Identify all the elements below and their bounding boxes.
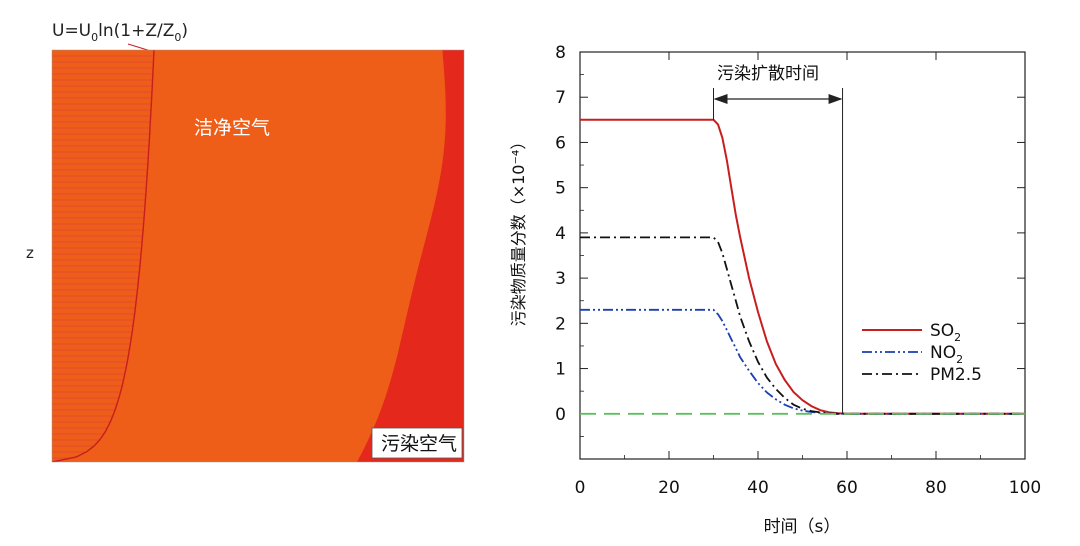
formula-suffix: ) xyxy=(181,21,188,41)
annotation-label: 污染扩散时间 xyxy=(717,64,819,84)
series-line xyxy=(580,308,1025,415)
series-layer xyxy=(580,118,1025,415)
legend-label: SO2 xyxy=(930,321,961,344)
y-tick-label: 8 xyxy=(555,43,566,63)
formula-sub2: 0 xyxy=(174,31,181,44)
formula-label: U=U0ln(1+Z/Z0) xyxy=(52,21,188,44)
x-tick-label: 0 xyxy=(575,478,586,498)
y-tick-label: 7 xyxy=(555,88,566,108)
y-tick-label: 6 xyxy=(555,133,566,153)
annotation-arrow-right-head xyxy=(828,94,843,104)
x-tick-label: 20 xyxy=(658,478,680,498)
x-axis-title: 时间（s） xyxy=(764,517,841,537)
legend-label: NO2 xyxy=(930,343,963,366)
y-tick-label: 4 xyxy=(555,224,566,244)
x-tick-label: 40 xyxy=(747,478,769,498)
y-axis-title: 污染物质量分数（×10⁻⁴） xyxy=(509,134,528,327)
x-tick-label: 80 xyxy=(925,478,947,498)
series-line xyxy=(580,236,1025,415)
contour-field xyxy=(52,50,464,462)
formula-middle: ln(1+Z/Z xyxy=(98,21,174,41)
line-chart: 0 1 2 3 4 5 6 7 8 0 20 40 60 80 100 污染扩散时间 时间（s） 污染物质… xyxy=(509,43,1041,537)
contour-border xyxy=(51,49,465,463)
y-tick-label: 3 xyxy=(555,269,566,289)
y-tick-label: 2 xyxy=(555,314,566,334)
formula-prefix: U=U xyxy=(52,21,91,41)
polluted-air-label-box xyxy=(371,427,463,459)
clean-air-label: 洁净空气 xyxy=(194,117,270,139)
velocity-profile xyxy=(52,50,155,462)
annotation-arrow-left-head xyxy=(713,94,728,104)
diffusion-annotation: 污染扩散时间 xyxy=(713,64,844,414)
z-axis-label: z xyxy=(26,244,34,262)
x-axis: 0 20 40 60 80 100 xyxy=(575,52,1041,498)
y-tick-label: 0 xyxy=(555,405,566,425)
contour-panel: U=U0ln(1+Z/Z0) z 洁净空气 污染空气 xyxy=(26,21,465,463)
polluted-air-label: 污染空气 xyxy=(381,433,457,455)
formula-sub1: 0 xyxy=(91,31,98,44)
y-tick-label: 5 xyxy=(555,179,566,199)
profile-curve xyxy=(52,50,155,462)
x-tick-label: 60 xyxy=(836,478,858,498)
contour-band xyxy=(52,50,446,462)
plot-frame xyxy=(579,51,1026,460)
legend-label: PM2.5 xyxy=(930,365,982,385)
y-tick-label: 1 xyxy=(555,360,566,380)
x-tick-label: 100 xyxy=(1009,478,1041,498)
